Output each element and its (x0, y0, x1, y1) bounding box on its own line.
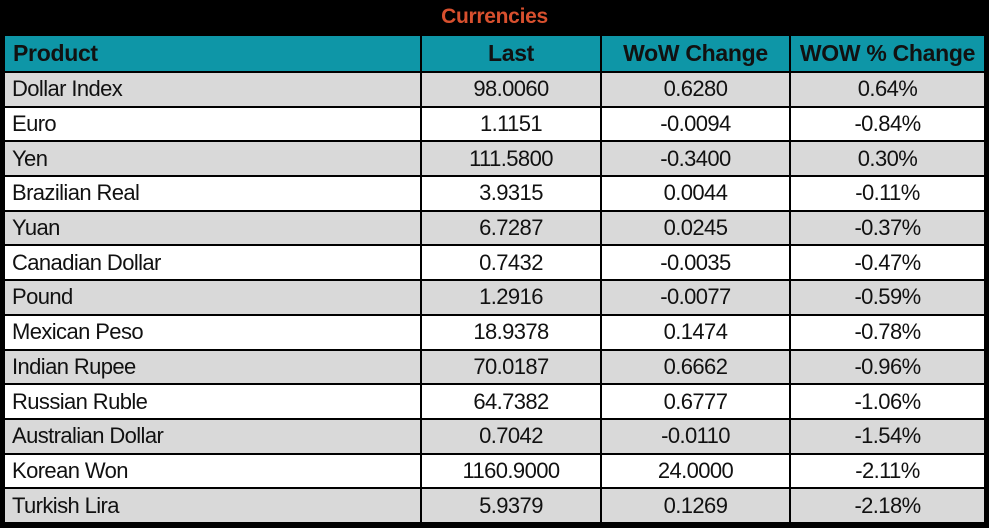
wow-pct-change-cell: -0.96% (789, 348, 986, 386)
table-row: Turkish Lira 5.9379 0.1269 -2.18% (3, 487, 986, 524)
wow-pct-change-cell: 0.30% (789, 140, 986, 178)
product-cell: Euro (3, 105, 422, 143)
table-body: Dollar Index 98.0060 0.6280 0.64% Euro 1.1151… (3, 71, 986, 524)
wow-pct-change-cell: -0.78% (789, 313, 986, 351)
wow-change-cell: 0.6662 (600, 348, 791, 386)
last-cell: 1160.9000 (420, 452, 602, 490)
wow-change-cell: 0.0044 (600, 175, 791, 212)
last-cell: 1.1151 (420, 105, 602, 143)
wow-change-cell: 0.1474 (600, 313, 791, 351)
product-cell: Russian Ruble (3, 383, 422, 420)
header-row: Product Last WoW Change WOW % Change (3, 34, 986, 73)
wow-pct-change-cell: -0.59% (789, 279, 986, 316)
header-product: Product (3, 34, 422, 73)
wow-change-cell: -0.0110 (600, 417, 791, 455)
wow-pct-change-cell: -0.11% (789, 175, 986, 212)
wow-pct-change-cell: -0.37% (789, 209, 986, 247)
table-row: Mexican Peso 18.9378 0.1474 -0.78% (3, 313, 986, 351)
header-last: Last (420, 34, 602, 73)
table-row: Yen 111.5800 -0.3400 0.30% (3, 140, 986, 178)
product-cell: Korean Won (3, 452, 422, 490)
table-row: Dollar Index 98.0060 0.6280 0.64% (3, 71, 986, 108)
table-row: Russian Ruble 64.7382 0.6777 -1.06% (3, 383, 986, 420)
product-cell: Dollar Index (3, 71, 422, 108)
wow-pct-change-cell: -1.06% (789, 383, 986, 420)
product-cell: Indian Rupee (3, 348, 422, 386)
currencies-table: Product Last WoW Change WOW % Change Dol… (3, 34, 986, 524)
product-cell: Mexican Peso (3, 313, 422, 351)
table-row: Korean Won 1160.9000 24.0000 -2.11% (3, 452, 986, 490)
table-row: Pound 1.2916 -0.0077 -0.59% (3, 279, 986, 316)
wow-change-cell: -0.0094 (600, 105, 791, 143)
product-cell: Yen (3, 140, 422, 178)
last-cell: 1.2916 (420, 279, 602, 316)
wow-change-cell: -0.3400 (600, 140, 791, 178)
wow-change-cell: 0.6280 (600, 71, 791, 108)
table-row: Yuan 6.7287 0.0245 -0.37% (3, 209, 986, 247)
last-cell: 0.7042 (420, 417, 602, 455)
product-cell: Brazilian Real (3, 175, 422, 212)
wow-change-cell: 0.1269 (600, 487, 791, 524)
table-row: Brazilian Real 3.9315 0.0044 -0.11% (3, 175, 986, 212)
last-cell: 64.7382 (420, 383, 602, 420)
product-cell: Australian Dollar (3, 417, 422, 455)
last-cell: 98.0060 (420, 71, 602, 108)
table-row: Euro 1.1151 -0.0094 -0.84% (3, 105, 986, 143)
product-cell: Canadian Dollar (3, 244, 422, 282)
last-cell: 111.5800 (420, 140, 602, 178)
last-cell: 6.7287 (420, 209, 602, 247)
wow-change-cell: -0.0077 (600, 279, 791, 316)
last-cell: 3.9315 (420, 175, 602, 212)
table-row: Canadian Dollar 0.7432 -0.0035 -0.47% (3, 244, 986, 282)
wow-pct-change-cell: -2.11% (789, 452, 986, 490)
last-cell: 70.0187 (420, 348, 602, 386)
product-cell: Yuan (3, 209, 422, 247)
last-cell: 0.7432 (420, 244, 602, 282)
title-bar: Currencies (3, 0, 986, 34)
wow-change-cell: 24.0000 (600, 452, 791, 490)
table-header: Product Last WoW Change WOW % Change (3, 34, 986, 73)
last-cell: 18.9378 (420, 313, 602, 351)
header-wow-pct-change: WOW % Change (789, 34, 986, 73)
wow-change-cell: -0.0035 (600, 244, 791, 282)
wow-pct-change-cell: -0.84% (789, 105, 986, 143)
wow-pct-change-cell: -2.18% (789, 487, 986, 524)
last-cell: 5.9379 (420, 487, 602, 524)
wow-pct-change-cell: 0.64% (789, 71, 986, 108)
product-cell: Turkish Lira (3, 487, 422, 524)
table-row: Australian Dollar 0.7042 -0.0110 -1.54% (3, 417, 986, 455)
wow-change-cell: 0.6777 (600, 383, 791, 420)
wow-pct-change-cell: -1.54% (789, 417, 986, 455)
wow-pct-change-cell: -0.47% (789, 244, 986, 282)
product-cell: Pound (3, 279, 422, 316)
table-row: Indian Rupee 70.0187 0.6662 -0.96% (3, 348, 986, 386)
wow-change-cell: 0.0245 (600, 209, 791, 247)
table-title: Currencies (441, 5, 548, 28)
header-wow-change: WoW Change (600, 34, 791, 73)
